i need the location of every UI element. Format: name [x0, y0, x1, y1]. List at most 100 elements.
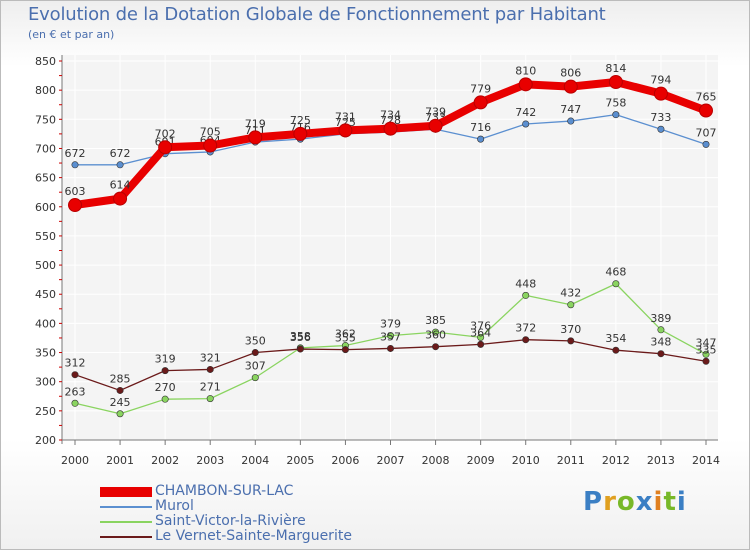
- data-label: 794: [650, 74, 671, 87]
- data-point: [71, 371, 79, 379]
- data-label: 747: [560, 103, 581, 116]
- data-label: 779: [470, 82, 491, 95]
- data-label: 245: [110, 396, 131, 409]
- data-label: 719: [245, 117, 266, 130]
- data-point: [428, 118, 443, 133]
- data-label: 758: [605, 97, 626, 110]
- data-label: 271: [200, 381, 221, 394]
- data-point: [522, 336, 530, 344]
- y-tick-label: 700: [35, 142, 56, 155]
- data-label: 312: [65, 357, 86, 370]
- data-point: [522, 291, 530, 299]
- y-tick-label: 850: [35, 55, 56, 68]
- data-label: 354: [605, 332, 626, 345]
- data-point: [567, 337, 575, 345]
- data-label: 356: [290, 331, 311, 344]
- x-tick-label: 2008: [422, 454, 450, 467]
- data-label: 702: [155, 127, 176, 140]
- proxiti-logo-text: Proxiti: [583, 487, 687, 517]
- data-label: 364: [470, 326, 491, 339]
- data-label: 448: [515, 277, 536, 290]
- data-point: [116, 410, 124, 418]
- legend-item-chambon: CHAMBON-SUR-LAC: [100, 483, 400, 499]
- data-point: [386, 332, 394, 340]
- legend-swatch-chambon: [100, 487, 152, 497]
- data-point: [699, 103, 713, 118]
- y-tick-label: 300: [35, 376, 56, 389]
- data-point: [116, 386, 124, 394]
- data-point: [386, 344, 394, 352]
- data-point: [341, 346, 349, 354]
- data-label: 765: [696, 91, 717, 104]
- data-point: [296, 345, 304, 353]
- data-point: [522, 120, 530, 128]
- data-point: [477, 333, 485, 341]
- x-tick-label: 2012: [602, 454, 630, 467]
- chart-title: Evolution de la Dotation Globale de Fonc…: [28, 4, 606, 25]
- x-tick-label: 2007: [377, 454, 405, 467]
- data-point: [251, 349, 259, 357]
- y-tick-label: 500: [35, 259, 56, 272]
- data-label: 372: [515, 322, 536, 335]
- data-label: 389: [650, 312, 671, 325]
- data-label: 307: [245, 360, 266, 373]
- y-tick-label: 800: [35, 84, 56, 97]
- data-point: [432, 343, 440, 351]
- data-point: [203, 138, 218, 153]
- legend-item-murol: Murol: [100, 498, 400, 514]
- data-label: 731: [335, 110, 356, 123]
- data-point: [612, 280, 620, 288]
- data-label: 734: [380, 109, 401, 122]
- data-label: 357: [380, 330, 401, 343]
- data-label: 285: [110, 372, 131, 385]
- legend-swatch-le-vernet: [100, 536, 152, 538]
- x-tick-label: 2010: [512, 454, 540, 467]
- x-tick-label: 2001: [106, 454, 134, 467]
- data-label: 614: [110, 179, 131, 192]
- data-point: [702, 350, 710, 358]
- data-point: [161, 367, 169, 375]
- data-label: 321: [200, 351, 221, 364]
- data-label: 347: [696, 336, 717, 349]
- x-tick-label: 2009: [467, 454, 495, 467]
- data-label: 348: [650, 336, 671, 349]
- data-label: 385: [425, 314, 446, 327]
- y-tick-label: 250: [35, 405, 56, 418]
- x-tick-label: 2000: [61, 454, 89, 467]
- data-point: [563, 79, 578, 94]
- data-label: 379: [380, 318, 401, 331]
- data-point: [657, 125, 665, 133]
- data-label: 810: [515, 64, 536, 77]
- legend-swatch-murol: [100, 506, 152, 508]
- data-point: [68, 198, 82, 213]
- data-point: [477, 340, 485, 348]
- y-tick-label: 650: [35, 172, 56, 185]
- data-point: [206, 365, 214, 373]
- data-point: [432, 328, 440, 336]
- data-point: [113, 191, 128, 206]
- y-tick-label: 600: [35, 201, 56, 214]
- data-label: 468: [605, 266, 626, 279]
- legend-label-saint-victor: Saint-Victor-la-Rivière: [155, 513, 306, 529]
- data-label: 319: [155, 353, 176, 366]
- data-point: [608, 74, 623, 89]
- data-point: [473, 95, 488, 110]
- x-tick-label: 2004: [241, 454, 269, 467]
- data-point: [657, 326, 665, 334]
- data-label: 725: [335, 116, 356, 129]
- y-tick-label: 350: [35, 347, 56, 360]
- data-point: [567, 117, 575, 125]
- data-point: [477, 135, 485, 143]
- data-label: 358: [290, 330, 311, 343]
- data-label: 733: [650, 111, 671, 124]
- data-point: [653, 86, 668, 101]
- data-point: [518, 77, 533, 92]
- y-tick-label: 750: [35, 113, 56, 126]
- data-point: [116, 161, 124, 169]
- data-point: [612, 111, 620, 119]
- x-tick-label: 2011: [557, 454, 585, 467]
- data-label: 742: [515, 106, 536, 119]
- x-tick-label: 2003: [196, 454, 224, 467]
- data-label: 728: [380, 114, 401, 127]
